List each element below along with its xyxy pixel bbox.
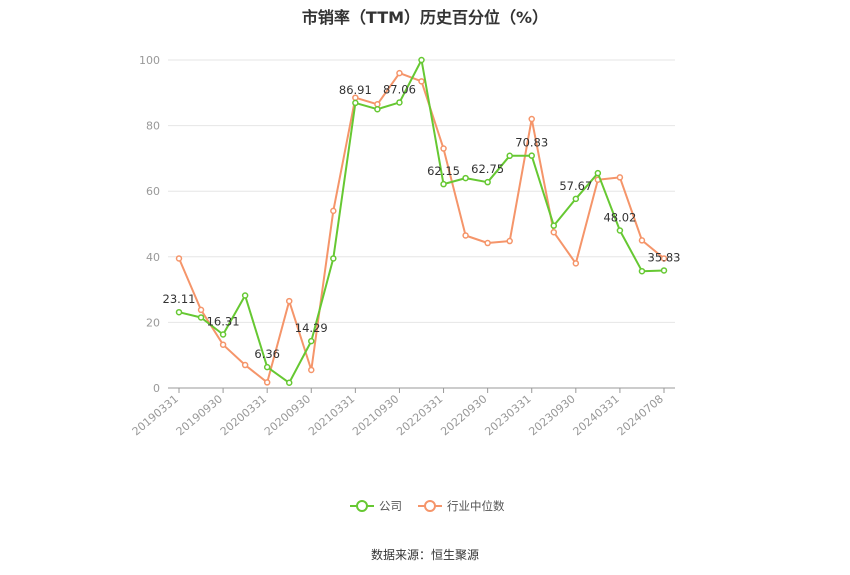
axes: 0 20 40 60 80 100 2019033120190930202003312020… [130,54,675,438]
x-tick-label: 20190331 [130,392,181,438]
y-tick-label: 20 [146,316,160,329]
data-point [550,222,558,229]
x-tick-label: 20210331 [306,392,357,438]
data-point [594,169,602,177]
data-point [638,237,646,244]
data-label: 62.75 [471,162,504,176]
data-point [506,152,513,160]
x-tick-label: 20220331 [394,392,445,438]
x-tick-label: 20190930 [174,392,225,438]
data-point [352,99,359,107]
data-label: 57.67 [559,179,592,193]
data-point [638,267,646,275]
data-point [440,145,447,152]
data-point [330,255,337,262]
legend-label-0: 公司 [379,499,402,513]
series-line-0 [178,59,665,384]
data-point [241,292,249,299]
x-tick-label: 20230930 [526,392,577,438]
data-label: 48.02 [603,210,636,224]
data-point [506,237,513,245]
data-point [528,115,535,123]
x-tick-label: 20240331 [571,392,622,438]
data-point [197,306,205,314]
y-tick-label: 0 [153,382,160,395]
data-point [572,195,580,203]
x-tick-label: 20200930 [262,392,313,438]
data-source: 数据来源：恒生聚源 [370,548,479,562]
data-label: 86.91 [339,83,372,97]
data-point [219,341,227,348]
legend: 公司 行业中位数 [350,499,505,513]
chart-title: 市销率（TTM）历史百分位（%） [301,8,549,27]
x-tick-label: 20240708 [615,392,666,438]
data-point [660,267,668,274]
data-point [462,232,469,239]
data-point [263,379,271,386]
data-point [285,379,293,387]
data-point [308,337,315,345]
data-point [462,174,469,182]
y-tick-label: 40 [146,251,160,264]
data-point [263,363,271,371]
data-labels: 23.11 16.31 6.36 14.29 86.91 87.06 62.15 62.75 7… [163,82,681,361]
data-label: 87.06 [383,82,416,96]
data-point [418,56,425,64]
data-label: 35.83 [648,250,681,264]
data-point [197,314,205,321]
data-point [418,78,425,85]
data-label: 16.31 [207,315,240,329]
x-tick-label: 20220930 [438,392,489,438]
data-point [440,180,447,188]
data-point [241,361,249,369]
data-label: 23.11 [163,292,196,306]
data-label: 70.83 [515,136,548,150]
legend-marker-0 [356,500,368,512]
grid-lines [168,59,675,323]
data-label: 62.15 [427,164,460,178]
y-tick-label: 80 [146,120,160,133]
data-point [396,69,403,77]
data-point [219,331,227,338]
data-point [175,308,183,316]
data-point [175,255,183,262]
data-point [660,255,668,262]
y-tick-label: 100 [139,54,160,67]
data-point [484,178,491,186]
x-tick-label: 20230331 [482,392,533,438]
data-label: 6.36 [254,347,280,361]
data-point [616,227,624,234]
data-point [396,99,403,106]
data-label: 14.29 [295,321,328,335]
data-point [550,228,558,236]
x-tick-label: 20200331 [218,392,269,438]
data-point [285,297,293,305]
x-tick-label: 20210930 [350,392,401,438]
data-point [330,207,337,215]
data-point [528,152,535,159]
data-point [616,174,624,181]
legend-label-1: 行业中位数 [447,499,505,513]
data-point [572,260,580,267]
series-lines [175,56,668,387]
data-point [374,105,381,113]
y-tick-label: 60 [146,185,160,198]
data-point [484,239,491,247]
series-line-1 [178,72,665,384]
data-point [308,366,315,374]
legend-marker-1 [424,500,436,512]
